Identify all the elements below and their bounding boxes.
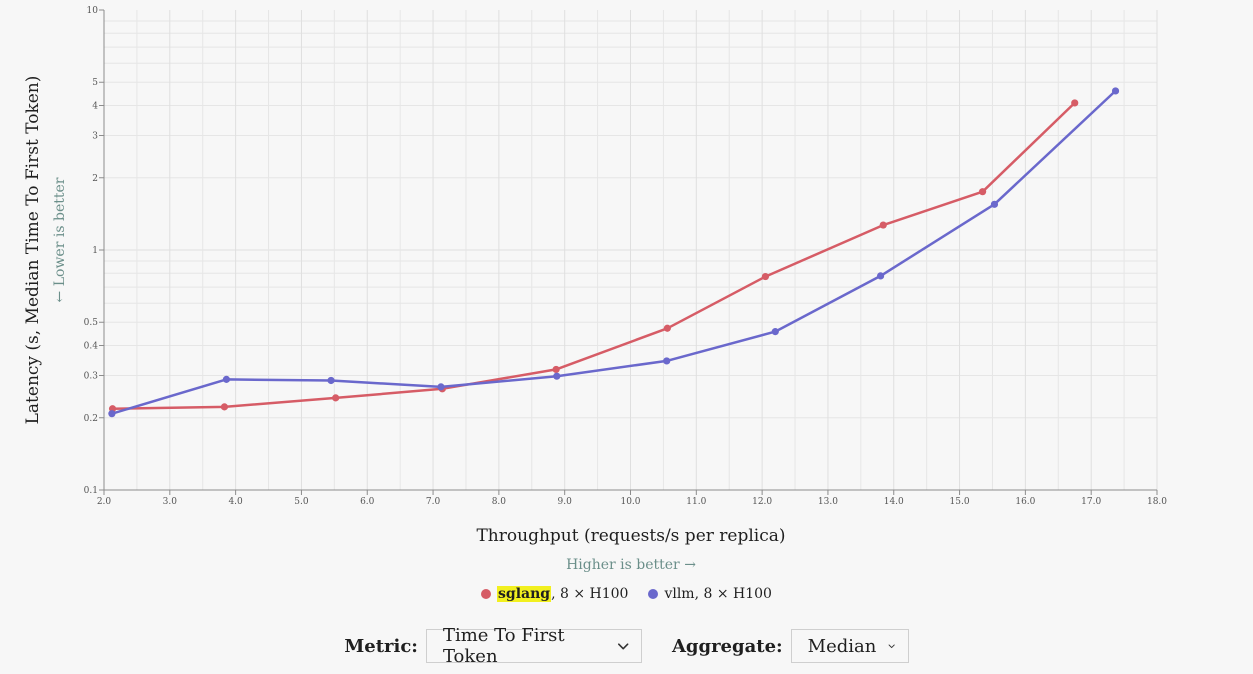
aggregate-label: Aggregate: — [671, 635, 783, 657]
legend-marker-vllm — [648, 589, 659, 599]
legend-series-suffix-sglang: , 8 × H100 — [551, 586, 629, 602]
x-tick-label: 9.0 — [558, 497, 573, 507]
data-point-sglang[interactable] — [1071, 99, 1079, 107]
data-point-sglang[interactable] — [108, 405, 117, 413]
y-tick-label: 4 — [92, 102, 98, 112]
x-tick-label: 4.0 — [228, 497, 243, 507]
chevron-down-icon — [888, 644, 896, 649]
metric-select[interactable]: Time To First Token — [425, 625, 642, 667]
series-group — [108, 87, 1120, 418]
data-point-vllm[interactable] — [437, 383, 445, 391]
x-axis-hint: Higher is better → — [566, 557, 696, 573]
legend-series-suffix-vllm: , 8 × H100 — [694, 586, 772, 602]
data-point-sglang[interactable] — [220, 403, 229, 411]
controls-bar: Metric: Time To First Token Aggregate: M… — [0, 625, 1253, 667]
data-point-sglang[interactable] — [663, 324, 671, 332]
grid — [103, 10, 1158, 491]
legend-label-vllm: vllm, 8 × H100 — [664, 586, 772, 602]
x-tick-label: 8.0 — [492, 497, 507, 507]
y-tick-label: 1 — [92, 246, 98, 256]
x-tick-label: 18.0 — [1147, 497, 1167, 507]
data-point-sglang[interactable] — [761, 272, 770, 281]
legend: sglang, 8 × H100 vllm, 8 × H100 — [0, 586, 1253, 602]
x-tick-label: 3.0 — [163, 497, 178, 507]
x-tick-label: 15.0 — [950, 497, 970, 507]
legend-item-sglang[interactable]: sglang, 8 × H100 — [481, 586, 628, 602]
y-tick-label: 0.2 — [84, 414, 98, 424]
metric-label: Metric: — [344, 635, 418, 657]
data-point-vllm[interactable] — [990, 200, 999, 208]
y-axis-hint: ← Lower is better — [52, 177, 68, 302]
x-tick-label: 7.0 — [426, 497, 441, 507]
data-point-vllm[interactable] — [876, 272, 885, 280]
aggregate-select[interactable]: Median — [790, 629, 909, 663]
x-tick-label: 14.0 — [884, 497, 904, 507]
data-point-sglang[interactable] — [552, 365, 560, 374]
x-tick-label: 16.0 — [1015, 497, 1035, 507]
series-line-sglang — [111, 101, 1076, 411]
y-tick-label: 0.4 — [84, 342, 99, 352]
data-point-vllm[interactable] — [222, 375, 231, 383]
metric-control: Metric: Time To First Token — [344, 625, 642, 667]
legend-series-name-vllm: vllm — [664, 586, 695, 602]
y-tick-label: 3 — [92, 131, 98, 141]
data-point-sglang[interactable] — [879, 221, 887, 229]
data-point-vllm[interactable] — [663, 357, 671, 365]
y-axis-title: Latency (s, Median Time To First Token) — [23, 76, 43, 425]
y-tick-label: 5 — [92, 78, 98, 88]
x-tick-label: 2.0 — [97, 497, 112, 507]
x-tick-label: 10.0 — [620, 497, 640, 507]
data-point-vllm[interactable] — [108, 410, 116, 418]
data-point-vllm[interactable] — [327, 376, 335, 385]
y-tick-label: 10 — [87, 6, 99, 16]
y-tick-label: 2 — [92, 174, 98, 184]
x-tick-label: 12.0 — [752, 497, 772, 507]
x-tick-label: 5.0 — [294, 497, 309, 507]
metric-select-value: Time To First Token — [442, 625, 565, 667]
aggregate-select-value: Median — [807, 635, 877, 657]
data-point-vllm[interactable] — [553, 372, 561, 380]
data-point-vllm[interactable] — [771, 328, 779, 336]
y-tick-label: 0.1 — [84, 486, 98, 496]
aggregate-control: Aggregate: Median — [672, 629, 909, 663]
x-tick-label: 11.0 — [686, 497, 706, 507]
x-tick-label: 6.0 — [360, 497, 375, 507]
x-axis-title: Throughput (requests/s per replica) — [476, 526, 785, 546]
legend-marker-sglang — [481, 589, 492, 599]
x-tick-label: 13.0 — [818, 497, 838, 507]
data-point-sglang[interactable] — [438, 385, 446, 393]
axes: 0.1 0.2 0.3 0.4 0.5 1 2 3 4 5 10 2.0 3.0 4.0 5.0 6.0 7.0… — [84, 6, 1168, 507]
x-tick-label: 17.0 — [1081, 497, 1101, 507]
data-point-sglang[interactable] — [978, 188, 987, 196]
data-point-sglang[interactable] — [332, 394, 340, 402]
legend-label-sglang: sglang, 8 × H100 — [497, 586, 628, 602]
legend-series-name-sglang: sglang — [497, 586, 552, 602]
y-tick-label: 0.5 — [84, 318, 99, 328]
chevron-down-icon — [617, 643, 628, 650]
legend-item-vllm[interactable]: vllm, 8 × H100 — [648, 586, 772, 602]
series-line-vllm — [110, 89, 1117, 415]
y-tick-label: 0.3 — [84, 371, 99, 381]
data-point-vllm[interactable] — [1111, 87, 1120, 95]
